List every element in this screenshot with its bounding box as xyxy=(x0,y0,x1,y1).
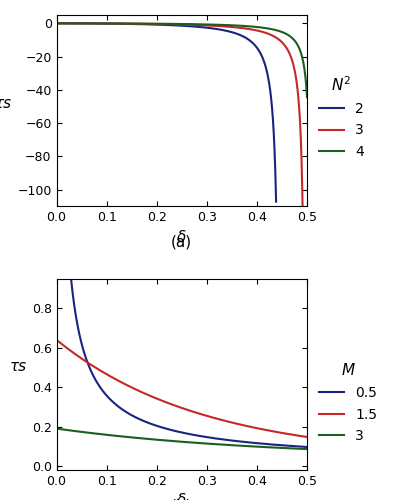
Legend: 2, 3, 4: 2, 3, 4 xyxy=(319,76,364,159)
X-axis label: δ: δ xyxy=(177,230,187,244)
Legend: 0.5, 1.5, 3: 0.5, 1.5, 3 xyxy=(319,362,377,443)
Y-axis label: τs: τs xyxy=(9,360,26,374)
X-axis label: δ: δ xyxy=(177,494,187,500)
Y-axis label: τs: τs xyxy=(0,96,12,110)
Text: (a): (a) xyxy=(171,235,192,250)
Text: (b): (b) xyxy=(171,498,193,500)
